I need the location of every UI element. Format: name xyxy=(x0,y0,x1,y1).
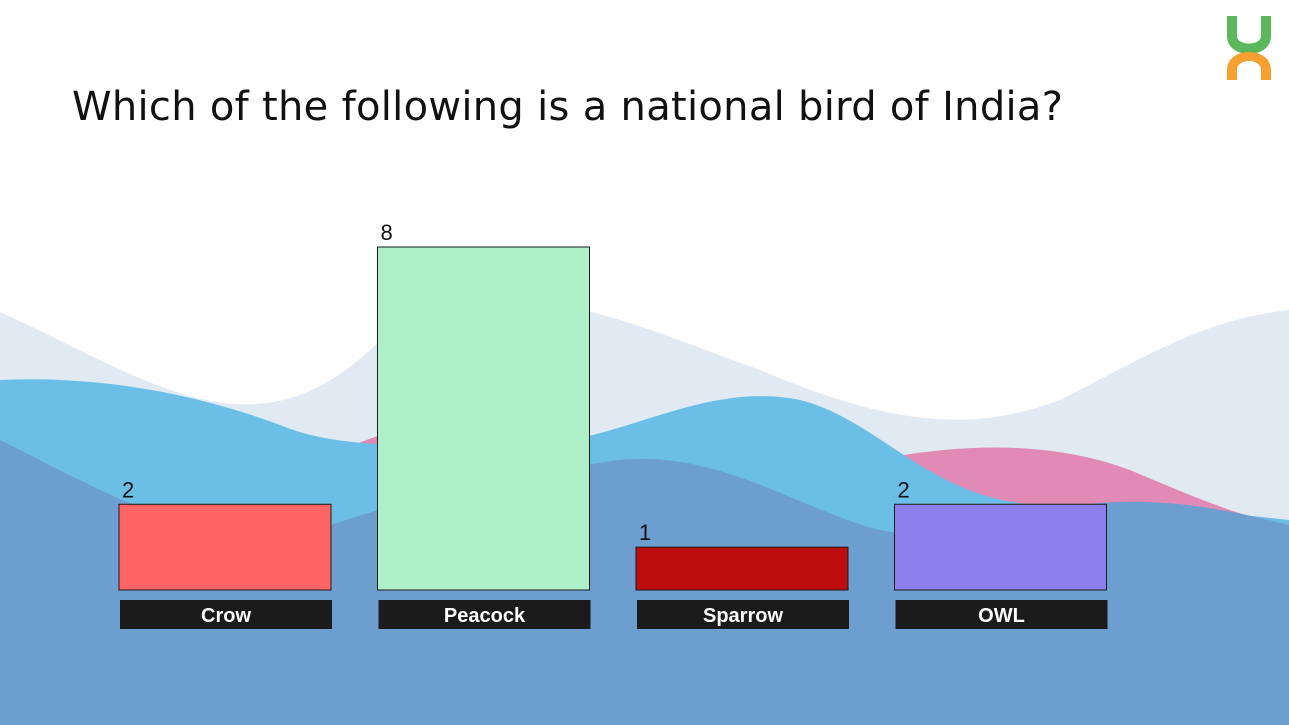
logo-top-arc xyxy=(1227,16,1271,54)
bar-value-crow: 2 xyxy=(122,477,134,502)
bar-value-owl: 2 xyxy=(898,477,910,502)
bar-sparrow xyxy=(635,546,849,591)
category-label-bg-owl xyxy=(895,600,1108,629)
category-label-peacock: Peacock xyxy=(444,605,526,627)
bar-value-sparrow: 1 xyxy=(639,520,651,545)
category-label-owl: OWL xyxy=(978,605,1025,627)
bar-owl xyxy=(894,503,1107,591)
category-label-sparrow: Sparrow xyxy=(703,605,783,627)
category-label-bg-crow xyxy=(120,600,332,629)
bar-crow xyxy=(118,503,332,591)
bar-value-peacock: 8 xyxy=(381,220,393,245)
brand-logo-icon xyxy=(1227,16,1271,80)
logo-bottom-arc xyxy=(1227,52,1271,80)
category-label-crow: Crow xyxy=(201,605,251,627)
bar-peacock xyxy=(377,246,590,591)
category-label-bg-sparrow xyxy=(637,600,849,629)
category-label-bg-peacock xyxy=(378,600,591,629)
question-title: Which of the following is a national bir… xyxy=(72,84,1064,130)
